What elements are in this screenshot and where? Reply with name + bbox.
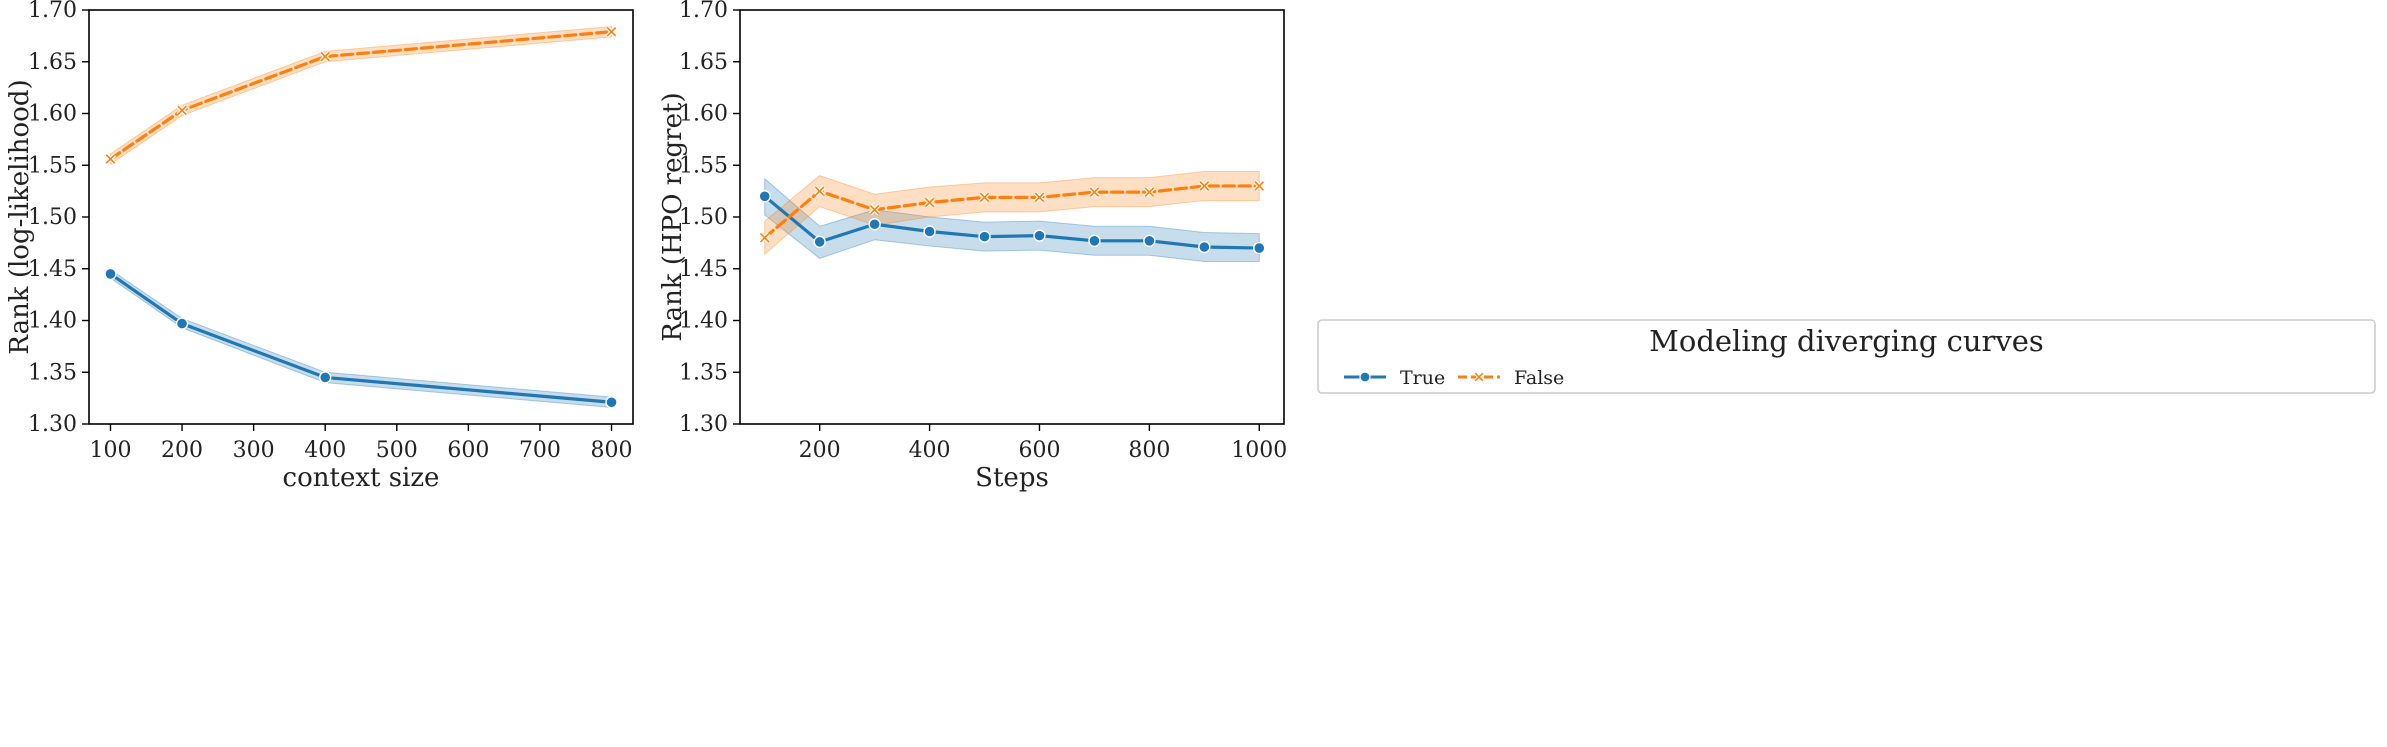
y-tick-label: 1.55 [679,153,728,178]
x-axis-label: Steps [975,463,1049,493]
plot-frame [739,9,1285,425]
legend-marker-false [1473,371,1485,383]
x-tick-label: 700 [519,438,561,463]
y-tick-label: 1.65 [28,50,77,75]
x-tick-label: 200 [161,438,203,463]
y-tick-label: 1.30 [28,412,77,437]
y-tick-label: 1.45 [28,257,77,282]
series-line-false [108,30,614,161]
y-tick-label: 1.50 [28,205,77,230]
series-line-true [763,194,1261,250]
data-point-true [104,267,117,281]
x-tick-label: 1000 [1231,438,1287,463]
x-tick-label: 200 [799,438,841,463]
chart-left: 1.30 1.35 1.40 1.45 1.50 1.55 1.60 1.65 1.70 100 2… [5,0,634,493]
y-axis-label: Rank (HPO regret) [658,92,688,341]
data-point-false [1033,191,1046,203]
data-point-true [758,190,771,203]
y-tick-label: 1.40 [28,309,77,334]
y-tick-label: 1.45 [679,257,728,282]
data-point-false [605,26,618,38]
legend-label-false: False [1514,367,1564,389]
data-point-false [923,196,936,209]
data-point-true [175,317,189,330]
data-point-false [869,204,881,216]
x-tick-label: 400 [909,438,951,463]
x-axis-label: context size [283,463,440,493]
legend-label-true: True [1400,367,1445,389]
data-point-true [319,371,332,384]
legend-frame [1317,319,2376,394]
data-point-true [813,235,826,249]
data-point-false [1088,186,1101,198]
legend-entry-true: True [1344,367,1445,389]
y-tick-label: 1.30 [679,412,728,437]
y-tick-label: 1.65 [679,50,728,75]
x-tick-label: 800 [1128,438,1170,463]
data-point-true [1033,229,1046,242]
legend-entry-false: False [1458,367,1564,389]
x-tick-label: 600 [1018,438,1060,463]
series-line-false [763,184,1261,240]
data-point-true [868,218,881,231]
y-tick-label: 1.55 [28,153,77,178]
legend: Modeling diverging curves True False [1317,319,2376,394]
data-point-false [814,185,826,197]
data-point-false [1253,180,1265,192]
chart-right: 1.30 1.35 1.40 1.45 1.50 1.55 1.60 1.65 1.70 200 4… [658,0,1287,493]
x-tick-label: 400 [304,438,346,463]
data-point-false [759,232,771,244]
data-point-true [923,225,936,238]
y-axis-label: Rank (log-likelihood) [5,79,35,354]
data-point-true [1253,241,1266,255]
plot-frame [88,9,634,425]
x-tick-label: 300 [233,438,275,463]
legend-marker-true [1359,371,1371,383]
y-tick-label: 1.40 [679,309,728,334]
data-point-true [1143,234,1156,248]
legend-title: Modeling diverging curves [1649,324,2044,358]
y-tick-label: 1.35 [679,360,728,385]
y-tick-label: 1.70 [28,0,77,23]
ci-band-false [109,26,613,166]
x-tick-label: 800 [591,438,633,463]
x-tick-label: 500 [376,438,418,463]
data-point-false [176,104,188,117]
data-point-false [978,191,991,203]
y-tick-label: 1.70 [679,0,728,23]
y-tick-label: 1.60 [679,102,728,127]
data-point-true [1198,240,1211,254]
data-point-true [978,230,991,243]
ci-band-true [109,268,613,408]
series-line-true [108,272,614,404]
y-tick-label: 1.50 [679,205,728,230]
x-tick-label: 600 [447,438,489,463]
data-point-false [1198,180,1210,192]
data-point-false [1143,186,1155,198]
x-tick-label: 100 [89,438,131,463]
y-tick-label: 1.35 [28,360,77,385]
y-tick-label: 1.60 [28,102,77,127]
data-point-false [104,153,117,165]
data-point-true [605,396,618,409]
data-point-true [1088,234,1101,248]
data-point-false [319,50,331,63]
